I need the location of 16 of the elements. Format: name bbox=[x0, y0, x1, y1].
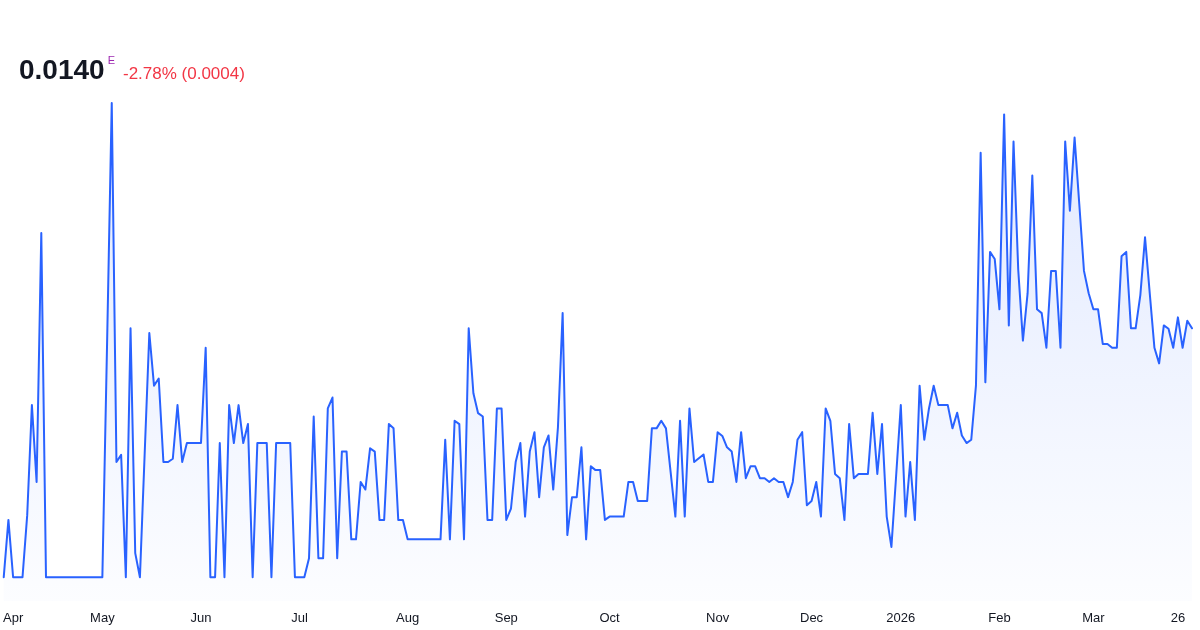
x-tick-label: Sep bbox=[494, 610, 518, 625]
x-tick-label: Oct bbox=[599, 610, 621, 625]
x-tick-label: Aug bbox=[396, 610, 420, 625]
x-tick-label: 2026 bbox=[886, 610, 916, 625]
chart-title: 0.0140 bbox=[19, 54, 105, 86]
x-tick-label: Dec bbox=[800, 610, 824, 625]
x-tick-label: Jun bbox=[190, 610, 212, 625]
text: -2.78% (0.0004) bbox=[122, 64, 245, 84]
text: E bbox=[107, 54, 115, 66]
x-tick-label: Nov bbox=[706, 610, 730, 625]
x-tick-label: 26 bbox=[1170, 610, 1186, 625]
x-tick-label: May bbox=[90, 610, 116, 625]
x-tick-label: Feb bbox=[988, 610, 1011, 625]
x-tick-label: Apr bbox=[3, 610, 24, 625]
x-tick-label: Mar bbox=[1082, 610, 1106, 625]
x-tick-label: Jul bbox=[291, 610, 309, 625]
